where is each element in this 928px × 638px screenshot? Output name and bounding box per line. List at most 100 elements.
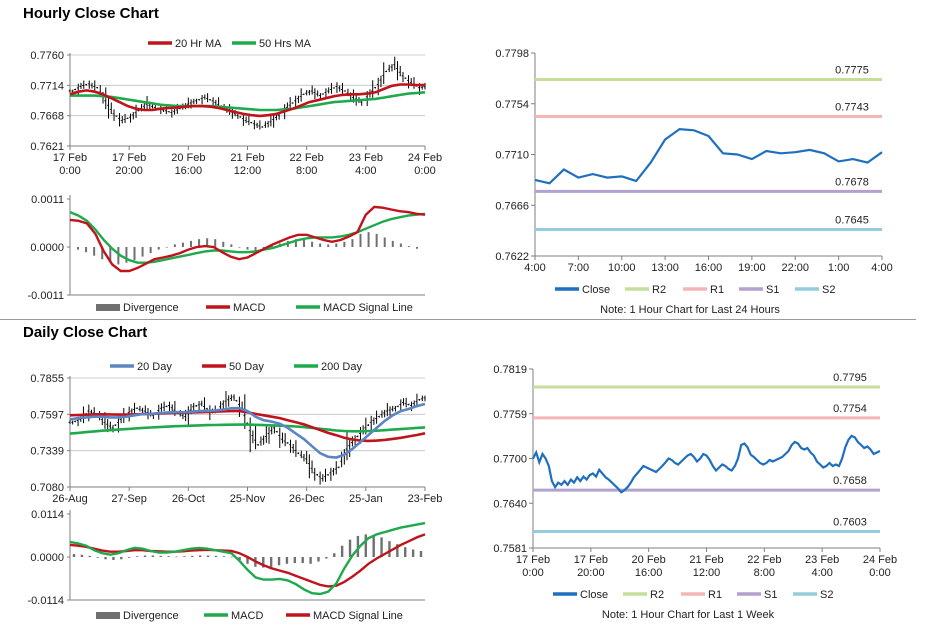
daily-week-legend-label: S1: [764, 589, 777, 601]
daily-week-y-tick-label: 0.7581: [493, 543, 527, 555]
hourly-price-x-tick-label: 8:00: [296, 165, 317, 177]
hourly-24h-legend-label: S1: [766, 284, 779, 296]
hourly-24h-y-tick-label: 0.7798: [495, 48, 529, 60]
hourly-24h-close-line: [534, 127, 883, 185]
daily-week-level-s2-label: 0.7603: [833, 516, 867, 528]
hourly-macd-divergence-bar: [117, 247, 120, 265]
daily-section-title: Daily Close Chart: [23, 324, 148, 341]
daily-macd-divergence-bar: [293, 557, 297, 564]
hourly-24h-y-tick-label: 0.7710: [495, 150, 529, 162]
daily-price-x-tick-label: 25-Jan: [349, 493, 383, 505]
hourly-macd-divergence-bar: [214, 239, 217, 247]
daily-macd-divergence-bar: [309, 557, 312, 564]
hourly-section-title: Hourly Close Chart: [23, 5, 159, 22]
hourly-24h-level-r1-label: 0.7743: [835, 101, 869, 113]
daily-week-x-tick-label: 16:00: [635, 567, 663, 579]
daily-macd-divergence-bar: [96, 557, 99, 558]
hourly-macd-legend-label: MACD: [233, 302, 265, 314]
daily-macd-legend-swatch: [96, 612, 120, 619]
hourly-24h-x-tick-label: 4:00: [871, 262, 892, 274]
hourly-price-y-tick-label: 0.7760: [30, 50, 64, 62]
daily-week-legend-label: Close: [580, 589, 608, 601]
daily-macd-divergence-bar: [333, 553, 336, 557]
hourly-price-x-tick-label: 22 Feb: [290, 152, 324, 164]
hourly-price-x-tick-label: 17 Feb: [53, 152, 87, 164]
daily-50-day-line: [69, 409, 426, 443]
hourly-macd-y-tick-label: 0.0011: [31, 194, 64, 206]
daily-week-x-tick-label: 0:00: [522, 567, 543, 579]
hourly-macd-divergence-bar: [85, 247, 88, 253]
hourly-macd-signal-line: [69, 210, 426, 264]
hourly-price-y-tick-label: 0.7621: [30, 141, 64, 153]
daily-week-legend-label: R1: [708, 589, 722, 601]
hourly-macd-divergence-bar: [375, 233, 378, 247]
hourly-macd-divergence-bar: [335, 243, 338, 247]
daily-macd-divergence-bar: [364, 534, 367, 557]
daily-macd-divergence-bar: [112, 557, 115, 561]
daily-macd-divergence-bar: [135, 556, 139, 557]
hourly-macd-divergence-bar: [351, 239, 354, 247]
hourly-macd-line: [69, 205, 426, 273]
daily-macd-divergence-bar: [104, 557, 107, 560]
daily-price-x-tick-label: 25-Nov: [230, 493, 266, 505]
daily-week-x-tick-label: 17 Feb: [574, 554, 608, 566]
daily-macd-divergence-bar: [151, 555, 155, 557]
hourly-price-x-tick-label: 24 Feb: [408, 152, 442, 164]
daily-macd-divergence-bar: [340, 545, 344, 557]
hourly-24h-x-tick-label: 4:00: [524, 262, 545, 274]
hourly-24h-x-tick-label: 7:00: [568, 262, 589, 274]
daily-macd-y-tick-label: -0.0114: [28, 595, 65, 607]
section-divider: [0, 319, 916, 320]
hourly-price-x-tick-label: 17 Feb: [112, 152, 146, 164]
daily-week-x-tick-label: 23 Feb: [805, 554, 839, 566]
daily-price-x-tick-label: 23-Feb: [408, 493, 443, 505]
daily-macd-divergence-bar: [159, 555, 162, 557]
hourly-macd-divergence-bar: [391, 240, 394, 247]
daily-macd-divergence-bar: [404, 547, 407, 557]
hourly-macd-divergence-bar: [238, 247, 241, 248]
hourly-macd-divergence-bar: [367, 232, 370, 247]
daily-week-x-tick-label: 20:00: [577, 567, 605, 579]
daily-week-level-s1-label: 0.7658: [833, 475, 867, 487]
daily-week-y-tick-label: 0.7640: [493, 498, 527, 510]
daily-macd-divergence-bar: [143, 555, 147, 557]
daily-macd-divergence-bar: [356, 535, 360, 557]
daily-macd-divergence-bar: [80, 554, 84, 557]
daily-macd-divergence-bar: [285, 557, 289, 564]
hourly-macd-divergence-bar: [173, 244, 176, 247]
hourly-macd-divergence-bar: [407, 246, 410, 247]
hourly-24h-level-s1-label: 0.7678: [835, 176, 869, 188]
daily-week-legend-label: R2: [650, 589, 664, 601]
hourly-macd-divergence-bar: [149, 247, 152, 254]
daily-macd-divergence-bar: [269, 557, 273, 567]
daily-macd-divergence-bar: [183, 556, 186, 557]
hourly-macd-divergence-bar: [383, 237, 386, 247]
daily-week-x-tick-label: 22 Feb: [747, 554, 781, 566]
hourly-24h-legend-label: Close: [582, 284, 610, 296]
daily-macd-divergence-bar: [88, 555, 91, 557]
daily-macd-divergence-bar: [198, 555, 202, 557]
hourly-price-x-tick-label: 23 Feb: [349, 152, 383, 164]
daily-macd-divergence-bar: [396, 544, 399, 557]
hourly-macd-divergence-bar: [165, 247, 168, 248]
daily-week-x-tick-label: 4:00: [811, 567, 832, 579]
daily-week-x-tick-label: 0:00: [869, 567, 890, 579]
daily-macd-divergence-bar: [348, 539, 352, 557]
hourly-macd-divergence-bar: [93, 247, 96, 256]
hourly-macd-divergence-bar: [125, 247, 128, 263]
hourly-macd-y-tick-label: 0.0000: [30, 242, 64, 254]
hourly-macd-divergence-bar: [303, 240, 305, 247]
daily-macd-divergence-bar: [419, 550, 423, 557]
daily-macd-divergence-bar: [120, 557, 123, 560]
hourly-macd-legend-label: MACD Signal Line: [323, 302, 413, 314]
hourly-price-x-tick-label: 12:00: [234, 165, 262, 177]
daily-macd-divergence-bar: [191, 555, 194, 557]
hourly-macd-divergence-bar: [311, 241, 314, 247]
daily-macd-divergence-bar: [230, 556, 233, 558]
daily-macd-y-tick-label: 0.0114: [31, 509, 64, 521]
hourly-macd-divergence-bar: [77, 247, 79, 250]
daily-macd-divergence-bar: [325, 557, 328, 559]
daily-macd-divergence-bar: [246, 557, 249, 564]
hourly-macd-divergence-bar: [133, 247, 136, 261]
daily-price-x-tick-label: 26-Aug: [52, 493, 87, 505]
